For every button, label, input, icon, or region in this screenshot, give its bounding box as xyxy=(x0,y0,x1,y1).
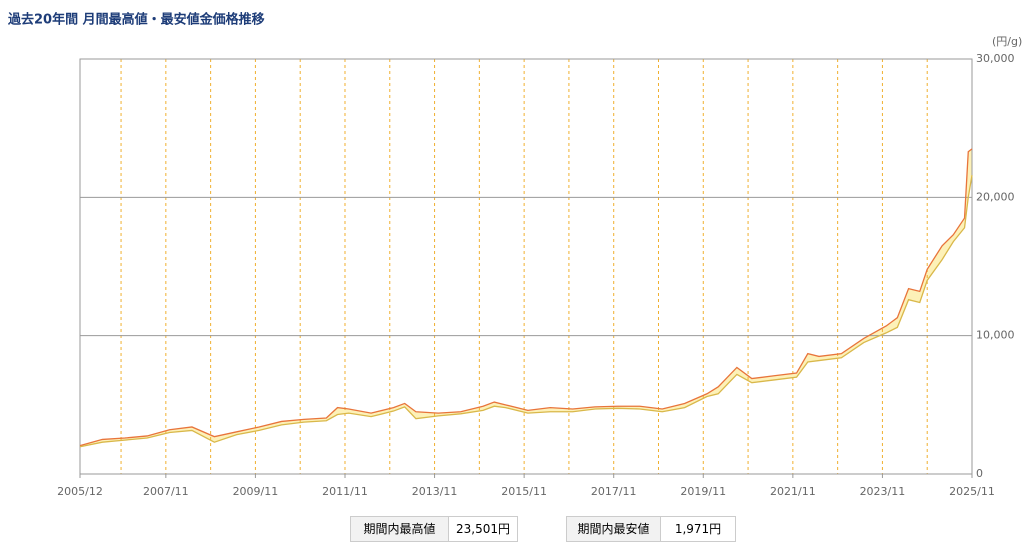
y-tick-label: 30,000 xyxy=(976,52,1015,65)
x-tick-label: 2017/11 xyxy=(591,485,637,498)
stat-label: 期間内最安値 xyxy=(567,517,661,541)
x-tick-label: 2025/11 xyxy=(949,485,995,498)
x-tick-label: 2015/11 xyxy=(501,485,547,498)
chart: 過去20年間 月間最高値・最安値金価格推移 (円/g) 0 10,000 20,00… xyxy=(7,12,1022,499)
x-tick-label: 2007/11 xyxy=(143,485,189,498)
x-tick-label: 2021/11 xyxy=(770,485,816,498)
x-tick-label: 2005/12 xyxy=(57,485,103,498)
band-fill xyxy=(80,148,972,447)
x-tick-label: 2013/11 xyxy=(412,485,458,498)
y-unit: (円/g) xyxy=(992,35,1022,48)
stat-min: 期間内最安値 1,971円 xyxy=(566,516,736,542)
y-tick-label: 20,000 xyxy=(976,190,1015,203)
x-tick-label: 2023/11 xyxy=(860,485,906,498)
series-line xyxy=(79,148,973,447)
series-line xyxy=(79,175,973,448)
stat-label: 期間内最高値 xyxy=(351,517,449,541)
x-tick-label: 2009/11 xyxy=(233,485,279,498)
plot-frame xyxy=(79,58,973,475)
y-tick-label: 10,000 xyxy=(976,329,1015,342)
chart-title: 過去20年間 月間最高値・最安値金価格推移 xyxy=(7,12,265,28)
stat-value: 1,971円 xyxy=(674,522,722,536)
x-tick-label: 2019/11 xyxy=(680,485,726,498)
x-tick-label: 2011/11 xyxy=(322,485,368,498)
stat-value: 23,501円 xyxy=(456,522,510,536)
y-tick-label: 0 xyxy=(976,467,983,480)
stat-max: 期間内最高値 23,501円 xyxy=(350,516,518,542)
